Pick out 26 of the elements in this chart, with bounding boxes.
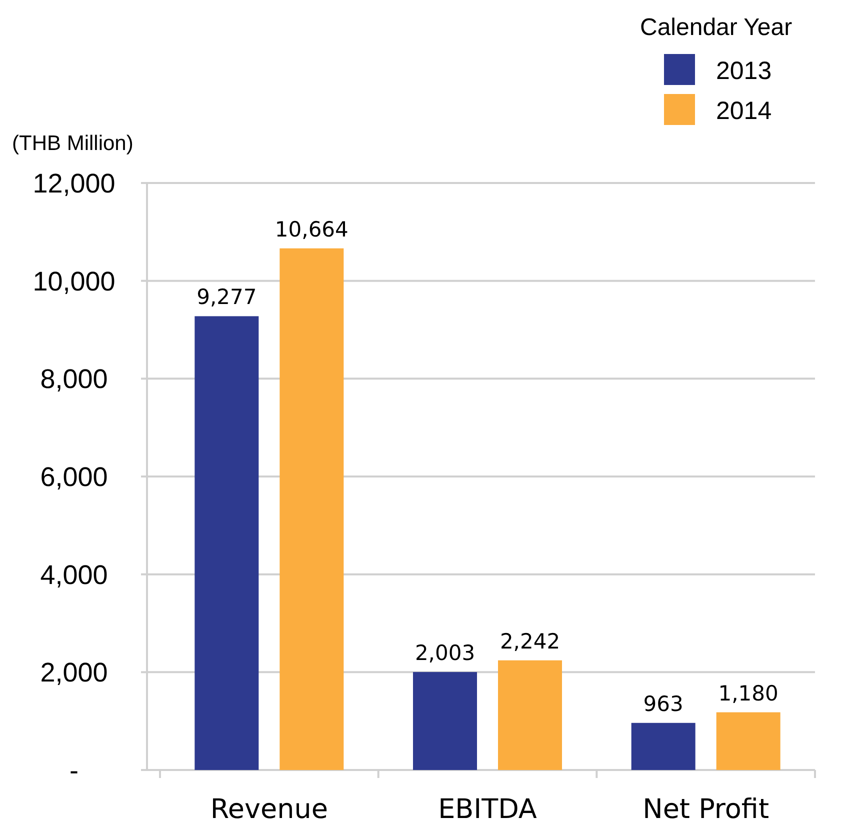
bar [498,660,562,770]
data-label: 2,003 [414,641,476,666]
y-tick-label: 8,000 [40,364,108,394]
bar [280,248,344,770]
bar [413,672,477,770]
x-tick-label: EBITDA [438,794,538,825]
data-label: 1,180 [718,681,778,706]
legend-label: 2014 [716,96,772,125]
y-tick-label: - [70,755,78,786]
data-label: 10,664 [274,217,348,242]
data-label: 2,242 [500,629,560,654]
data-label: 9,277 [196,285,257,310]
x-tick-label: Net Profit [642,794,770,825]
y-tick-label: 12,000 [32,168,116,198]
legend-title: Calendar Year [640,14,792,41]
legend-label: 2013 [716,56,772,85]
y-tick-label: 10,000 [32,266,116,296]
x-tick-label: Revenue [210,794,328,825]
y-tick-label: 6,000 [40,462,108,492]
y-tick-label: 4,000 [40,560,108,590]
y-tick-label: 2,000 [40,658,108,688]
bar [716,712,780,770]
bar [194,316,259,770]
bar [631,722,696,770]
data-label: 963 [643,692,684,716]
y-axis-title: (THB Million) [12,132,134,155]
